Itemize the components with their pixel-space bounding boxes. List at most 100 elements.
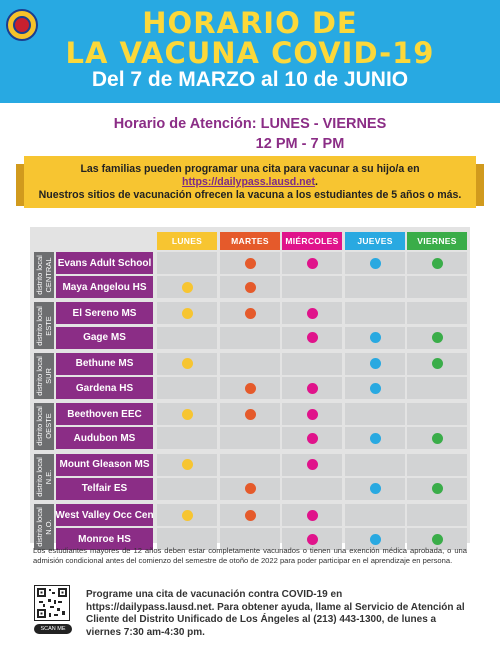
district-prefix: distrito local <box>35 255 45 295</box>
school-name: Beethoven EEC <box>56 403 153 426</box>
available-dot-martes <box>244 307 256 319</box>
day-header-1: MARTES <box>220 232 280 250</box>
schedule-cell <box>157 252 217 274</box>
school-name: Monroe HS <box>56 528 153 551</box>
district-text: distrito local ESTE <box>35 306 53 346</box>
schedule-cell <box>220 528 280 551</box>
district-prefix: distrito local <box>35 305 45 346</box>
school-name: Evans Adult School <box>56 252 153 274</box>
schedule-cell <box>345 504 405 526</box>
district-name: N.E. <box>44 469 54 485</box>
district-text: distrito local N.E. <box>35 457 53 497</box>
available-dot-martes <box>244 509 256 521</box>
district-prefix: distrito local <box>35 356 45 396</box>
available-dot-martes <box>244 408 256 420</box>
schedule-cell <box>157 377 217 399</box>
schedule-cell <box>345 453 405 476</box>
scan-me-label: SCAN ME <box>34 624 72 634</box>
day-header-0: LUNES <box>157 232 217 250</box>
available-dot-miércoles <box>306 459 318 471</box>
school-name: West Valley Occ Cen <box>55 504 154 526</box>
district-label-3: distrito local OESTE <box>34 403 54 450</box>
district-text: distrito local OESTE <box>35 407 53 447</box>
available-dot-lunes <box>181 307 193 319</box>
available-dot-miércoles <box>306 257 318 269</box>
available-dot-viernes <box>431 483 443 495</box>
banner-line3: Nuestros sitios de vacunación ofrecen la… <box>38 189 462 201</box>
available-dot-lunes <box>181 408 193 420</box>
schedule-cell <box>157 477 217 500</box>
school-name: Mount Gleason MS <box>56 453 153 476</box>
available-dot-martes <box>244 281 256 293</box>
available-dot-lunes <box>181 358 193 370</box>
available-dot-miércoles <box>306 382 318 394</box>
day-header-2: MIÉRCOLES <box>282 232 342 250</box>
available-dot-jueves <box>369 257 381 269</box>
available-dot-miércoles <box>306 432 318 444</box>
qr-code-icon[interactable] <box>34 585 70 621</box>
available-dot-viernes <box>431 257 443 269</box>
schedule-cell <box>220 326 280 349</box>
schedule-cell <box>407 276 467 299</box>
district-label-1: distrito local ESTE <box>34 302 54 349</box>
available-dot-martes <box>244 382 256 394</box>
available-dot-miércoles <box>306 533 318 545</box>
schedule-cell <box>407 377 467 399</box>
school-name: Telfair ES <box>56 477 153 500</box>
banner-link-suffix: . <box>315 176 318 188</box>
page-title-line2: LA VACUNA COVID-19 <box>65 36 435 70</box>
footer-contact-text: Programe una cita de vacunación contra C… <box>86 589 465 638</box>
school-name: Gardena HS <box>56 377 153 399</box>
district-text: distrito local CENTRAL <box>35 255 53 295</box>
district-label-5: distrito local N.O. <box>34 504 54 551</box>
available-dot-jueves <box>369 358 381 370</box>
banner-line1: Las familias pueden programar una cita p… <box>80 163 420 175</box>
district-prefix: distrito local <box>35 456 45 497</box>
district-label-4: distrito local N.E. <box>34 453 54 500</box>
available-dot-lunes <box>181 459 193 471</box>
schedule-cell <box>407 302 467 325</box>
available-dot-miércoles <box>306 332 318 344</box>
available-dot-viernes <box>431 432 443 444</box>
day-header-3: JUEVES <box>345 232 405 250</box>
school-name: Maya Angelou HS <box>56 276 153 299</box>
schedule-cell <box>220 427 280 450</box>
hours-time: 12 PM - 7 PM <box>255 136 345 152</box>
school-name: El Sereno MS <box>56 302 153 325</box>
school-name: Bethune MS <box>56 352 153 375</box>
schedule-cell <box>407 504 467 526</box>
hours-label: Horario de Atención: LUNES - VIERNES <box>113 116 387 132</box>
schedule-cell <box>157 528 217 551</box>
district-name: SUR <box>44 368 54 384</box>
schedule-cell <box>282 352 342 375</box>
eligibility-note: Los estudiantes mayores de 12 años deben… <box>33 546 467 565</box>
district-name: ESTE <box>44 315 54 336</box>
available-dot-lunes <box>181 281 193 293</box>
available-dot-lunes <box>181 509 193 521</box>
lausd-seal-icon <box>6 9 38 41</box>
available-dot-jueves <box>369 483 381 495</box>
schedule-cell <box>220 453 280 476</box>
district-text: distrito local N.O. <box>35 507 53 547</box>
page-title-line1: HORARIO DE <box>142 6 358 40</box>
schedule-cell <box>282 276 342 299</box>
available-dot-jueves <box>369 382 381 394</box>
info-banner: Las familias pueden programar una cita p… <box>24 156 476 208</box>
available-dot-jueves <box>369 533 381 545</box>
schedule-cell <box>407 403 467 426</box>
district-text: distrito local SUR <box>35 356 53 396</box>
schedule-cell <box>282 477 342 500</box>
dailypass-link[interactable]: https://dailypass.lausd.net <box>182 176 316 188</box>
available-dot-viernes <box>431 358 443 370</box>
available-dot-jueves <box>369 432 381 444</box>
district-prefix: distrito local <box>35 507 45 547</box>
district-name: CENTRAL <box>44 257 54 293</box>
available-dot-miércoles <box>306 509 318 521</box>
schedule-cell <box>345 276 405 299</box>
header-banner: HORARIO DE LA VACUNA COVID-19 Del 7 de M… <box>0 0 500 103</box>
day-header-4: VIERNES <box>407 232 467 250</box>
available-dot-martes <box>244 483 256 495</box>
available-dot-miércoles <box>306 408 318 420</box>
district-name: N.O. <box>44 519 54 535</box>
district-name: OESTE <box>44 413 54 440</box>
